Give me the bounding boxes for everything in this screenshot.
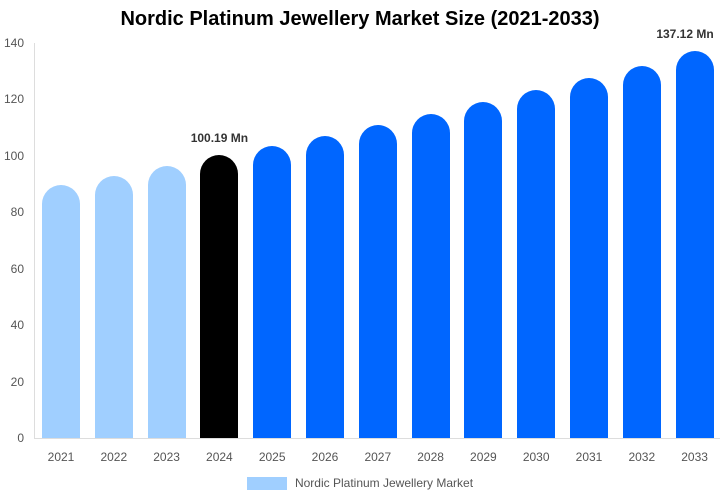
bar-2027[interactable] <box>358 124 397 438</box>
y-tick-label: 100 <box>3 148 24 163</box>
y-tick-label: 80 <box>10 205 24 220</box>
x-tick-label: 2027 <box>364 450 392 464</box>
bar-2021[interactable] <box>42 184 80 438</box>
y-tick-label: 140 <box>3 36 24 50</box>
x-tick-label: 2032 <box>628 450 656 464</box>
x-axis-line <box>34 438 720 439</box>
y-tick-label: 40 <box>10 318 24 333</box>
x-tick-label: 2031 <box>575 450 603 464</box>
bar-2031[interactable] <box>570 77 608 438</box>
y-tick-label: 120 <box>3 92 24 107</box>
bar-2028[interactable] <box>411 113 450 438</box>
bar-2025[interactable] <box>253 145 292 438</box>
bar-2033[interactable] <box>675 51 714 438</box>
x-tick-label: 2026 <box>311 450 339 464</box>
bar-2030[interactable] <box>517 89 556 438</box>
x-tick-label: 2025 <box>258 450 286 464</box>
x-tick-label: 2028 <box>417 450 444 464</box>
bar-2029[interactable] <box>464 102 503 438</box>
bar-2022[interactable] <box>94 175 133 438</box>
legend-swatch <box>246 476 287 490</box>
bar-2032[interactable] <box>622 65 661 438</box>
x-tick-label: 2022 <box>100 450 128 464</box>
legend[interactable]: Nordic Platinum Jewellery Market <box>0 476 720 490</box>
bar-2026[interactable] <box>306 136 344 438</box>
x-tick-label: 2030 <box>522 450 550 464</box>
x-tick-label: 2029 <box>470 450 497 464</box>
y-tick-label: 60 <box>10 261 24 276</box>
y-axis-line <box>34 43 35 439</box>
x-tick-label: 2024 <box>206 450 233 464</box>
x-tick-label: 2023 <box>153 450 180 464</box>
y-tick-label: 0 <box>17 431 24 445</box>
chart-title: Nordic Platinum Jewellery Market Size (2… <box>120 8 600 30</box>
data-label-2024: 100.19 Mn <box>190 131 249 146</box>
bar-2024[interactable] <box>200 155 239 438</box>
x-tick-label: 2033 <box>681 450 708 464</box>
data-label-2033: 137.12 Mn <box>656 27 714 42</box>
y-tick-label: 20 <box>10 374 24 389</box>
legend-label: Nordic Platinum Jewellery Market <box>294 476 474 490</box>
x-tick-label: 2021 <box>47 450 75 464</box>
bar-2023[interactable] <box>147 165 186 438</box>
